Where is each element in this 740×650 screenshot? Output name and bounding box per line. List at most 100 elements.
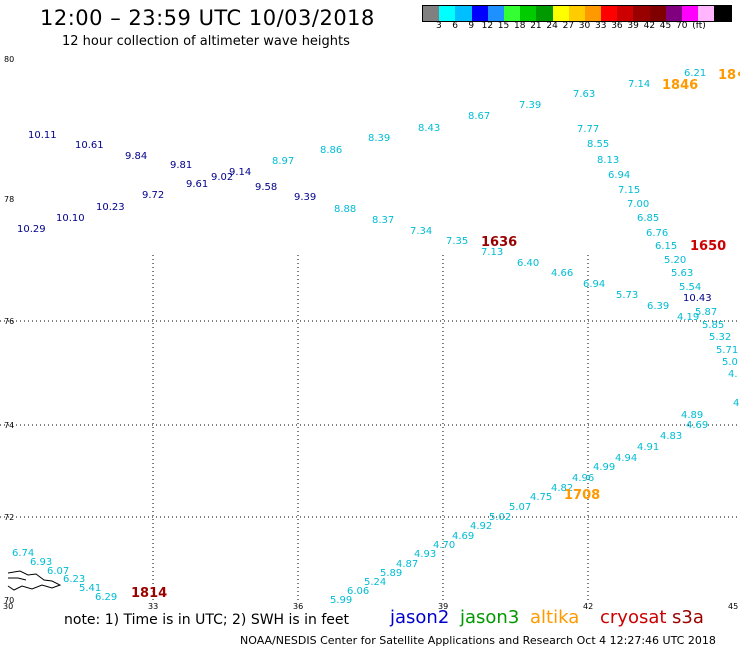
color-swatch bbox=[584, 6, 602, 21]
wave-height-label: 4.94 bbox=[615, 453, 637, 464]
lon-label: 30 bbox=[3, 602, 13, 611]
wave-height-label: 4.75 bbox=[530, 492, 552, 503]
color-scale-label: 39 bbox=[627, 21, 639, 31]
color-swatch bbox=[649, 6, 666, 21]
wave-height-color-scale bbox=[422, 5, 732, 22]
lat-label: 72 bbox=[4, 513, 14, 522]
wave-height-label: 5.20 bbox=[664, 255, 686, 266]
wave-height-label: 5.85 bbox=[702, 320, 724, 331]
color-scale-label: 21 bbox=[530, 21, 542, 31]
wave-height-label: 7.14 bbox=[628, 79, 650, 90]
color-swatch bbox=[633, 6, 650, 21]
lon-label: 33 bbox=[148, 602, 158, 611]
pass-time-marker: 18• bbox=[718, 68, 740, 83]
lat-label: 80 bbox=[4, 55, 14, 64]
wave-height-label: 6.23 bbox=[63, 574, 85, 585]
wave-height-label: 4.66 bbox=[551, 268, 573, 279]
wave-height-label: 8.88 bbox=[334, 204, 356, 215]
wave-height-label: 5.02 bbox=[489, 512, 511, 523]
color-scale-label: 27 bbox=[562, 21, 575, 31]
wave-height-label: 5.99 bbox=[330, 595, 352, 606]
wave-height-label: 10.61 bbox=[75, 140, 104, 151]
wave-height-label: 10.23 bbox=[96, 202, 125, 213]
color-swatch bbox=[714, 6, 731, 21]
credit-line: NOAA/NESDIS Center for Satellite Applica… bbox=[240, 634, 716, 647]
lat-label: 78 bbox=[4, 195, 14, 204]
wave-height-label: 10.10 bbox=[56, 213, 85, 224]
pass-time-marker: 1636 bbox=[481, 235, 517, 250]
color-swatch bbox=[552, 6, 569, 21]
color-scale-label: 36 bbox=[611, 21, 623, 31]
wave-height-label: 8.13 bbox=[597, 155, 619, 166]
lon-label: 42 bbox=[583, 602, 593, 611]
wave-height-label: 7.63 bbox=[573, 89, 595, 100]
wave-height-label: 6.39 bbox=[647, 301, 669, 312]
wave-height-label: 9.39 bbox=[294, 192, 316, 203]
wave-height-label: 5.24 bbox=[364, 577, 386, 588]
wave-height-label: 9.61 bbox=[186, 179, 208, 190]
color-swatch bbox=[568, 6, 585, 21]
wave-height-label: 7.77 bbox=[577, 124, 599, 135]
wave-height-label: 5.07 bbox=[509, 502, 531, 513]
lat-label: 74 bbox=[4, 421, 14, 430]
wave-height-label: 6.15 bbox=[655, 241, 677, 252]
wave-height-label: 9.14 bbox=[229, 167, 251, 178]
color-scale-label: 6 bbox=[452, 21, 458, 31]
wave-height-label: 4.99 bbox=[593, 462, 615, 473]
coastline bbox=[7, 570, 62, 591]
wave-height-label: 7.13 bbox=[481, 247, 503, 258]
note-text: note: 1) Time is in UTC; 2) SWH is in fe… bbox=[64, 612, 350, 628]
wave-height-label: 5.71 bbox=[716, 345, 738, 356]
color-swatch bbox=[455, 6, 472, 21]
legend-item-jason2: jason2 bbox=[390, 607, 450, 628]
lon-label: 39 bbox=[438, 602, 448, 611]
wave-height-label: 5.63 bbox=[671, 268, 693, 279]
wave-height-label: 6.21 bbox=[684, 68, 706, 79]
wave-height-label: 8.55 bbox=[587, 139, 609, 150]
wave-height-label: 4 bbox=[733, 398, 739, 409]
wave-height-label: 4.89 bbox=[681, 410, 703, 421]
wave-height-label: 5.87 bbox=[695, 307, 717, 318]
wave-height-label: 6.74 bbox=[12, 548, 34, 559]
color-scale-label: 18 bbox=[514, 21, 526, 31]
wave-height-label: 5.89 bbox=[380, 568, 402, 579]
wave-height-label: 4.69 bbox=[452, 531, 474, 542]
wave-height-label: 8.43 bbox=[418, 123, 440, 134]
pass-time-marker: 1708 bbox=[564, 488, 600, 503]
wave-height-label: 4.82 bbox=[551, 483, 573, 494]
color-swatch bbox=[698, 6, 715, 21]
color-scale-label: 45 bbox=[659, 21, 672, 31]
color-swatch bbox=[503, 6, 521, 21]
wave-height-label: 9.81 bbox=[170, 160, 192, 171]
wave-height-label: 8.86 bbox=[320, 145, 342, 156]
color-swatch bbox=[471, 6, 488, 21]
wave-height-label: 8.37 bbox=[372, 215, 394, 226]
page-title: 12:00 – 23:59 UTC 10/03/2018 bbox=[40, 6, 375, 30]
color-scale-label: 42 bbox=[643, 21, 656, 31]
wave-height-label: 8.97 bbox=[272, 156, 294, 167]
wave-height-label: 4.19 bbox=[677, 312, 699, 323]
lon-label: 36 bbox=[293, 602, 303, 611]
wave-height-label: 10.29 bbox=[17, 224, 46, 235]
map-grid bbox=[0, 255, 740, 600]
track-labels: 10.11 10.61 9.84 9.81 9.619.029.14 9.58 9.39 9.… bbox=[12, 68, 739, 606]
wave-height-label: 6.29 bbox=[95, 592, 117, 603]
color-swatch bbox=[536, 6, 553, 21]
wave-height-label: 5.32 bbox=[709, 332, 731, 343]
wave-height-label: 4.87 bbox=[396, 559, 418, 570]
wave-height-label: 9.84 bbox=[125, 151, 147, 162]
wave-height-label: 7.34 bbox=[410, 226, 432, 237]
wave-height-label: 4.91 bbox=[637, 442, 659, 453]
wave-height-label: 6.85 bbox=[637, 213, 659, 224]
wave-height-label: 6.06 bbox=[347, 586, 369, 597]
legend-item-jason3: jason3 bbox=[460, 607, 520, 628]
legend-item-s3a: s3a bbox=[672, 607, 704, 628]
wave-height-label: 9.58 bbox=[255, 182, 277, 193]
lat-label: 76 bbox=[4, 317, 14, 326]
legend-item-altika: altika bbox=[530, 607, 580, 628]
color-swatch bbox=[665, 6, 682, 21]
color-swatch bbox=[520, 6, 537, 21]
wave-height-label: 10.43 bbox=[683, 293, 712, 304]
wave-height-label: 6.76 bbox=[646, 228, 668, 239]
